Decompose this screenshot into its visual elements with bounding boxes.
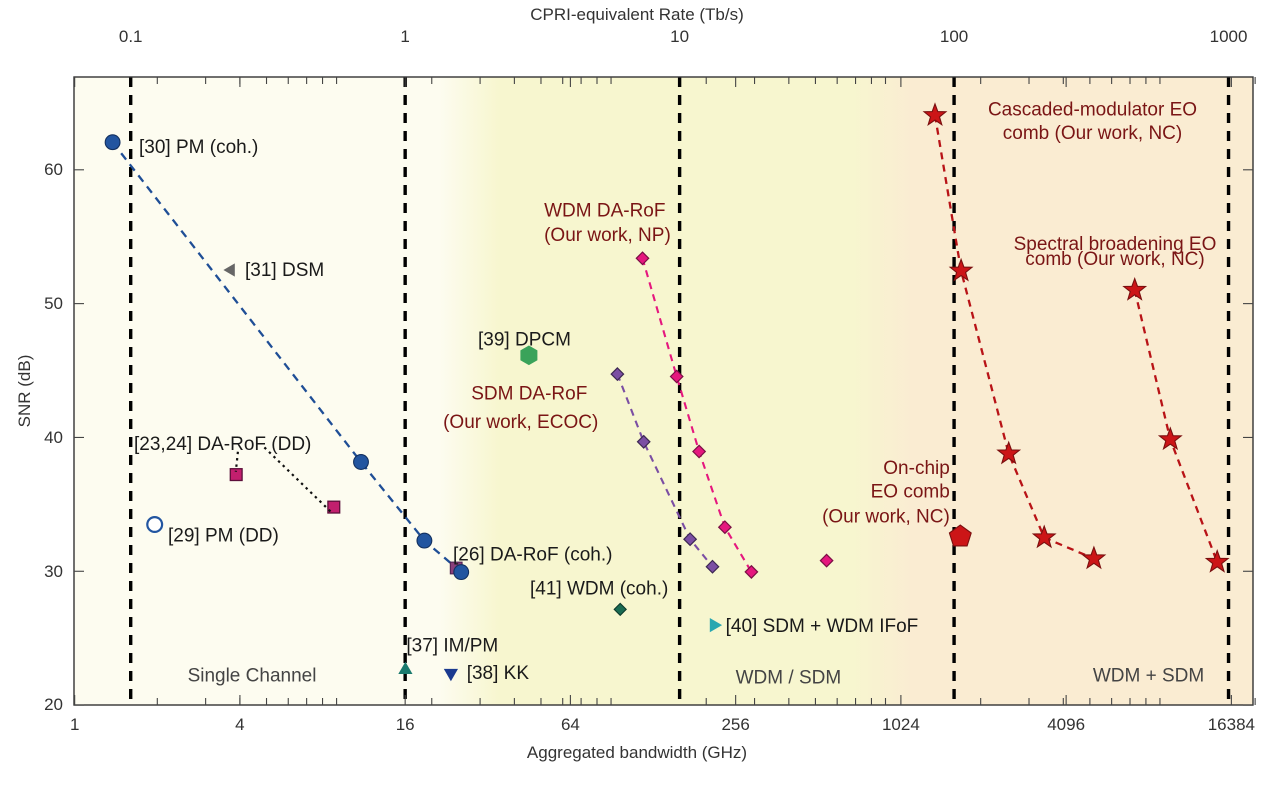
svg-text:[41] WDM (coh.): [41] WDM (coh.) — [530, 579, 668, 600]
svg-text:[30] PM (coh.): [30] PM (coh.) — [139, 137, 258, 158]
svg-text:16384: 16384 — [1208, 715, 1255, 734]
svg-text:4: 4 — [235, 715, 244, 734]
svg-text:[26] DA-RoF (coh.): [26] DA-RoF (coh.) — [453, 545, 612, 566]
svg-text:1: 1 — [400, 27, 409, 46]
svg-text:CPRI-equivalent Rate (Tb/s): CPRI-equivalent Rate (Tb/s) — [530, 5, 744, 24]
svg-text:Single Channel: Single Channel — [188, 666, 317, 687]
svg-text:[39] DPCM: [39] DPCM — [478, 329, 571, 350]
svg-text:1: 1 — [70, 715, 79, 734]
svg-text:[38] KK: [38] KK — [467, 663, 530, 684]
svg-text:(Our work, NP): (Our work, NP) — [544, 225, 671, 246]
svg-text:40: 40 — [44, 428, 63, 447]
svg-text:[23,24] DA-RoF (DD): [23,24] DA-RoF (DD) — [134, 434, 311, 455]
svg-text:SDM DA-RoF: SDM DA-RoF — [471, 384, 587, 405]
svg-text:comb (Our work, NC): comb (Our work, NC) — [1025, 249, 1204, 270]
svg-text:EO comb: EO comb — [871, 481, 950, 502]
svg-text:SNR (dB): SNR (dB) — [15, 355, 34, 428]
svg-text:(Our work, NC): (Our work, NC) — [822, 507, 950, 528]
svg-text:256: 256 — [721, 715, 749, 734]
svg-text:(Our work, ECOC): (Our work, ECOC) — [443, 412, 598, 433]
svg-text:1000: 1000 — [1210, 27, 1248, 46]
svg-text:64: 64 — [561, 715, 580, 734]
svg-text:20: 20 — [44, 695, 63, 714]
svg-text:[37] IM/PM: [37] IM/PM — [406, 635, 498, 656]
svg-text:[31] DSM: [31] DSM — [245, 260, 324, 281]
svg-text:Aggregated bandwidth (GHz): Aggregated bandwidth (GHz) — [527, 743, 747, 762]
svg-text:0.1: 0.1 — [119, 27, 143, 46]
svg-text:Cascaded-modulator EO: Cascaded-modulator EO — [988, 99, 1197, 120]
svg-text:[40] SDM + WDM IFoF: [40] SDM + WDM IFoF — [726, 616, 919, 637]
svg-text:1024: 1024 — [882, 715, 920, 734]
svg-text:30: 30 — [44, 562, 63, 581]
svg-text:WDM + SDM: WDM + SDM — [1093, 666, 1204, 687]
svg-text:On-chip: On-chip — [883, 458, 950, 479]
svg-text:[29] PM (DD): [29] PM (DD) — [168, 526, 279, 547]
svg-text:10: 10 — [670, 27, 689, 46]
svg-text:4096: 4096 — [1047, 715, 1085, 734]
svg-text:comb (Our work, NC): comb (Our work, NC) — [1003, 123, 1182, 144]
svg-text:100: 100 — [940, 27, 968, 46]
svg-text:16: 16 — [396, 715, 415, 734]
svg-text:60: 60 — [44, 160, 63, 179]
svg-text:WDM DA-RoF: WDM DA-RoF — [544, 201, 665, 222]
svg-text:WDM / SDM: WDM / SDM — [736, 668, 842, 689]
svg-text:50: 50 — [44, 294, 63, 313]
